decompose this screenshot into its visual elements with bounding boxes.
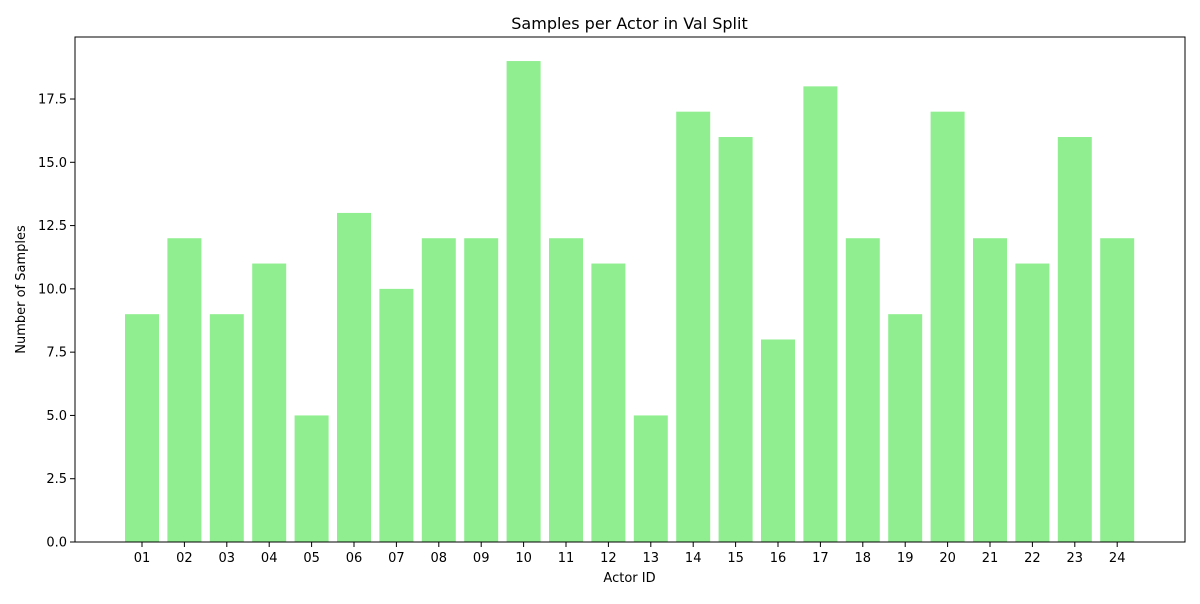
x-tick-label: 17 bbox=[812, 551, 829, 566]
x-tick-label: 01 bbox=[134, 551, 151, 566]
chart-title: Samples per Actor in Val Split bbox=[511, 14, 747, 33]
x-tick-label: 19 bbox=[897, 551, 914, 566]
bar-08 bbox=[421, 238, 456, 543]
x-tick-label: 12 bbox=[600, 551, 617, 566]
bar-06 bbox=[337, 212, 371, 542]
bar-24 bbox=[1100, 238, 1135, 543]
y-tick-label: 10.0 bbox=[38, 282, 67, 297]
x-tick-label: 21 bbox=[982, 551, 999, 566]
bar-11 bbox=[549, 238, 583, 543]
x-tick-label: 24 bbox=[1109, 551, 1126, 566]
bar-23 bbox=[1057, 136, 1092, 543]
bar-13 bbox=[633, 415, 668, 542]
y-tick-label: 15.0 bbox=[38, 156, 67, 171]
x-tick-label: 08 bbox=[431, 551, 448, 566]
bar-22 bbox=[1015, 263, 1050, 542]
bar-09 bbox=[464, 238, 499, 543]
x-tick-label: 14 bbox=[685, 551, 702, 566]
bar-16 bbox=[761, 339, 795, 542]
bar-07 bbox=[379, 288, 414, 542]
plot-frame bbox=[74, 36, 1186, 543]
bar-01 bbox=[125, 314, 159, 542]
bar-19 bbox=[888, 314, 923, 542]
x-tick-label: 04 bbox=[261, 551, 278, 566]
y-tick-label: 5.0 bbox=[46, 409, 67, 424]
x-tick-label: 22 bbox=[1024, 551, 1041, 566]
bar-04 bbox=[252, 263, 287, 542]
bar-15 bbox=[718, 136, 753, 543]
x-tick-label: 07 bbox=[388, 551, 405, 566]
y-tick-label: 2.5 bbox=[46, 472, 67, 487]
x-tick-label: 20 bbox=[939, 551, 956, 566]
bar-10 bbox=[506, 61, 541, 543]
y-axis-label: Number of Samples bbox=[14, 225, 29, 354]
x-tick-label: 15 bbox=[727, 551, 744, 566]
x-tick-label: 10 bbox=[515, 551, 532, 566]
bar-02 bbox=[167, 238, 202, 543]
y-tick-label: 17.5 bbox=[38, 93, 67, 108]
bar-14 bbox=[676, 111, 711, 543]
bar-18 bbox=[845, 238, 880, 543]
y-tick-label: 7.5 bbox=[46, 346, 67, 361]
bar-20 bbox=[930, 111, 965, 543]
x-tick-label: 13 bbox=[643, 551, 660, 566]
x-tick-label: 05 bbox=[303, 551, 320, 566]
x-tick-label: 06 bbox=[346, 551, 363, 566]
y-tick-label: 12.5 bbox=[38, 219, 67, 234]
x-tick-label: 09 bbox=[473, 551, 490, 566]
x-tick-label: 23 bbox=[1067, 551, 1084, 566]
x-tick-label: 18 bbox=[855, 551, 872, 566]
bar-12 bbox=[591, 263, 626, 542]
x-tick-label: 03 bbox=[219, 551, 236, 566]
bar-17 bbox=[803, 86, 838, 543]
y-tick-label: 0.0 bbox=[46, 536, 67, 551]
x-axis-label: Actor ID bbox=[603, 571, 655, 586]
x-tick-label: 02 bbox=[176, 551, 193, 566]
x-tick-label: 11 bbox=[558, 551, 575, 566]
bar-05 bbox=[294, 415, 329, 542]
plot-area: 01 02 03 04 05 06 07 08 09 10 11 12 13 14 15 16 17 18 19 20… bbox=[38, 61, 1135, 566]
x-tick-label: 16 bbox=[770, 551, 787, 566]
bar-21 bbox=[973, 238, 1007, 543]
bar-03 bbox=[209, 314, 244, 542]
